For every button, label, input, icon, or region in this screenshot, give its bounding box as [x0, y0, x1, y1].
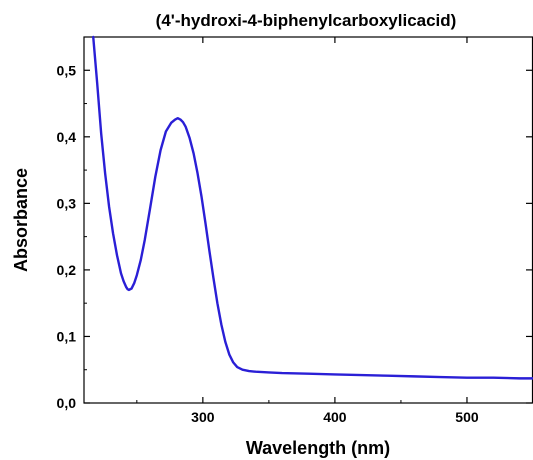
y-tick-label: 0,1 [57, 328, 77, 344]
absorbance-series-line [92, 35, 533, 380]
x-tick-label: 500 [455, 409, 479, 425]
plot-area: 0,0 0,1 0,2 0,3 0,4 0,5 300 400 500 [57, 35, 533, 425]
plot-frame [83, 36, 533, 404]
y-tick-label: 0,2 [57, 262, 77, 278]
y-tick-label: 0,0 [57, 395, 77, 411]
x-tick-label: 400 [323, 409, 347, 425]
y-tick-label: 0,4 [57, 129, 77, 145]
y-axis-label: Absorbance [11, 168, 31, 272]
x-axis-label: Wavelength (nm) [246, 438, 390, 458]
y-tick-label: 0,3 [57, 195, 77, 211]
chart-title: (4'-hydroxi-4-biphenylcarboxylicacid) [156, 11, 457, 30]
y-tick-label: 0,5 [57, 62, 77, 78]
x-tick-label: 300 [191, 409, 215, 425]
